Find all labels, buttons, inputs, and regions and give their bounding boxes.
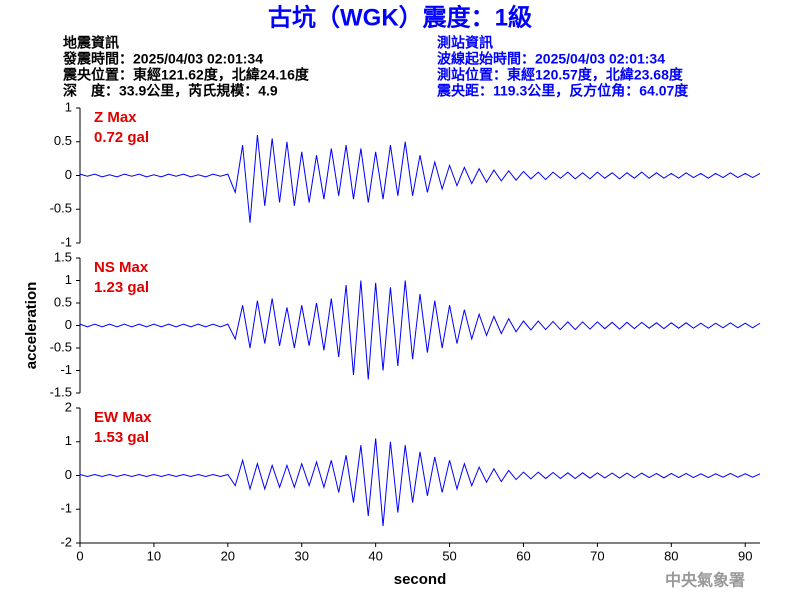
chart-title: 古坑（WGK）震度：1級 — [268, 3, 532, 31]
waveform — [79, 134, 761, 223]
y-tick-label: 0 — [65, 167, 72, 182]
info-right: 測站位置：東經120.57度，北緯23.68度 — [437, 67, 684, 83]
y-tick-label: 0.5 — [54, 294, 72, 309]
info-right: 震央距：119.3公里，反方位角：64.07度 — [436, 83, 689, 99]
y-tick-label: -1 — [60, 362, 72, 377]
annotation: 1.53 gal — [94, 429, 149, 446]
x-tick-label: 60 — [516, 548, 530, 563]
x-tick-label: 50 — [442, 548, 456, 563]
waveform — [79, 438, 761, 527]
x-tick-label: 90 — [738, 548, 752, 563]
annotation: 1.23 gal — [94, 279, 149, 296]
y-tick-label: -0.5 — [50, 201, 72, 216]
x-tick-label: 0 — [76, 548, 83, 563]
y-axis-label: acceleration — [23, 282, 40, 370]
annotation: NS Max — [94, 259, 149, 276]
info-left: 地震資訊 — [63, 35, 119, 51]
annotation: EW Max — [94, 409, 152, 426]
info-left: 震央位置：東經121.62度，北緯24.16度 — [62, 67, 310, 83]
y-tick-label: -1 — [60, 501, 72, 516]
y-tick-label: -0.5 — [50, 339, 72, 354]
y-tick-label: 1.5 — [54, 249, 72, 264]
y-tick-label: 2 — [65, 399, 72, 414]
annotation: Z Max — [94, 109, 137, 126]
info-left: 發震時間：2025/04/03 02:01:34 — [62, 51, 263, 67]
x-tick-label: 80 — [664, 548, 678, 563]
y-tick-label: -2 — [60, 534, 72, 549]
x-tick-label: 20 — [221, 548, 235, 563]
x-tick-label: 10 — [147, 548, 161, 563]
y-tick-label: 1 — [65, 272, 72, 287]
x-tick-label: 40 — [368, 548, 382, 563]
x-tick-label: 30 — [295, 548, 309, 563]
y-tick-label: 0 — [65, 467, 72, 482]
y-tick-label: 0.5 — [54, 133, 72, 148]
y-tick-label: -1 — [60, 234, 72, 249]
annotation: 0.72 gal — [94, 129, 149, 146]
info-right: 波線起始時間：2025/04/03 02:01:34 — [437, 51, 665, 67]
y-tick-label: -1.5 — [50, 384, 72, 399]
info-left: 深 度：33.9公里，芮氏規模：4.9 — [63, 83, 278, 99]
y-tick-label: 1 — [65, 433, 72, 448]
waveform — [79, 280, 761, 380]
x-tick-label: 70 — [590, 548, 604, 563]
info-right: 測站資訊 — [437, 35, 493, 51]
watermark: 中央氣象署 — [665, 571, 745, 590]
y-tick-label: 0 — [65, 317, 72, 332]
x-axis-label: second — [394, 571, 447, 588]
y-tick-label: 1 — [65, 99, 72, 114]
